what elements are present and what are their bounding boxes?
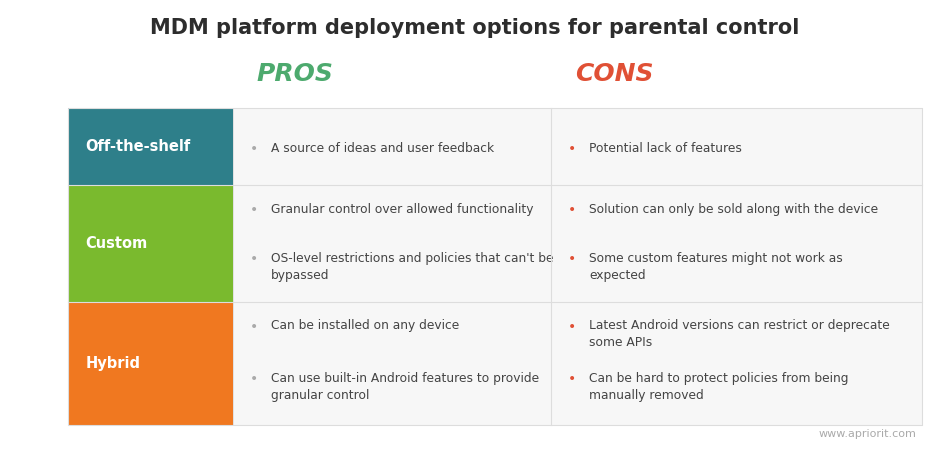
FancyBboxPatch shape [68,302,233,425]
FancyBboxPatch shape [233,302,551,425]
Text: OS-level restrictions and policies that can't be
bypassed: OS-level restrictions and policies that … [271,252,553,282]
FancyBboxPatch shape [68,184,233,302]
Text: Latest Android versions can restrict or deprecate
some APIs: Latest Android versions can restrict or … [589,320,890,350]
FancyBboxPatch shape [551,108,922,184]
Text: •: • [568,320,577,333]
Text: MDM platform deployment options for parental control: MDM platform deployment options for pare… [150,18,800,38]
Text: Can be hard to protect policies from being
manually removed: Can be hard to protect policies from bei… [589,372,848,402]
Text: www.apriorit.com: www.apriorit.com [819,429,917,439]
FancyBboxPatch shape [68,108,233,184]
Text: Potential lack of features: Potential lack of features [589,142,742,155]
Text: Can use built-in Android features to provide
granular control: Can use built-in Android features to pro… [271,372,539,402]
FancyBboxPatch shape [233,108,551,184]
Text: A source of ideas and user feedback: A source of ideas and user feedback [271,142,494,155]
Text: Some custom features might not work as
expected: Some custom features might not work as e… [589,252,843,282]
Text: •: • [250,142,258,156]
Text: PROS: PROS [256,62,333,86]
Text: •: • [568,142,577,156]
Text: Solution can only be sold along with the device: Solution can only be sold along with the… [589,202,878,216]
Text: •: • [568,202,577,216]
FancyBboxPatch shape [233,184,551,302]
Text: CONS: CONS [575,62,654,86]
Text: Can be installed on any device: Can be installed on any device [271,320,459,333]
Text: Off-the-shelf: Off-the-shelf [86,139,191,154]
Text: Custom: Custom [86,235,148,251]
Text: •: • [568,252,577,266]
FancyBboxPatch shape [551,302,922,425]
Text: •: • [250,202,258,216]
Text: Granular control over allowed functionality: Granular control over allowed functional… [271,202,533,216]
Text: Hybrid: Hybrid [86,356,141,371]
Text: •: • [250,320,258,333]
Text: •: • [568,372,577,387]
FancyBboxPatch shape [551,184,922,302]
Text: •: • [250,252,258,266]
Text: •: • [250,372,258,387]
